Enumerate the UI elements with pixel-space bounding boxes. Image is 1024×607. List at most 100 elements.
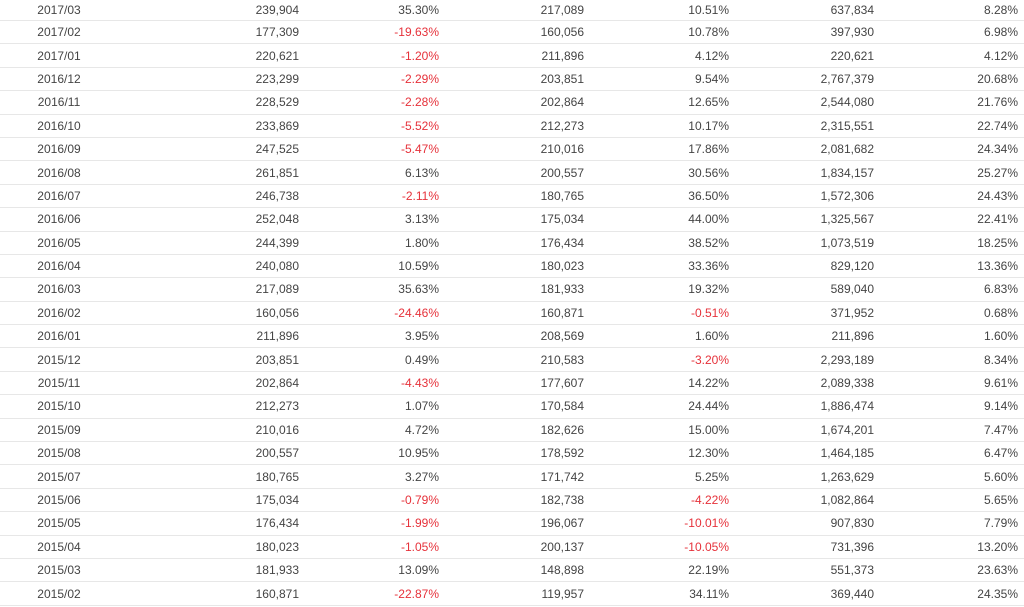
table-row: 2016/08 261,851 6.13% 200,557 30.56% 1,834,15… [0,160,1024,185]
cumulative-change-cell: 7.79% [878,511,1024,536]
cumulative-change-cell: 9.14% [878,394,1024,419]
table-row: 2017/01 220,621 -1.20% 211,896 4.12% 220,621 4… [0,43,1024,68]
month-cell: 2015/05 [0,511,118,536]
change-b-cell: 17.86% [588,137,733,162]
month-cell: 2015/12 [0,347,118,372]
change-a-cell: 3.13% [303,207,443,232]
change-a-cell: -1.99% [303,511,443,536]
table-row: 2015/02 160,871 -22.87% 119,957 34.11% 369,44… [0,581,1024,606]
cumulative-change-cell: 6.47% [878,441,1024,466]
change-a-cell: 0.49% [303,347,443,372]
table-row: 2017/02 177,309 -19.63% 160,056 10.78% 397,93… [0,20,1024,45]
cumulative-change-cell: 8.34% [878,347,1024,372]
change-b-cell: 12.30% [588,441,733,466]
table-row: 2016/03 217,089 35.63% 181,933 19.32% 589,040… [0,277,1024,302]
table-row: 2015/07 180,765 3.27% 171,742 5.25% 1,263,629… [0,464,1024,489]
value-a-cell: 240,080 [118,254,303,279]
change-a-cell: 13.09% [303,558,443,583]
month-cell: 2015/11 [0,371,118,396]
cumulative-change-cell: 18.25% [878,231,1024,255]
table-row: 2015/08 200,557 10.95% 178,592 12.30% 1,464,1… [0,441,1024,466]
month-cell: 2015/06 [0,488,118,513]
month-cell: 2016/05 [0,231,118,255]
table-row: 2016/12 223,299 -2.29% 203,851 9.54% 2,767,37… [0,67,1024,92]
value-b-cell: 208,569 [443,324,588,349]
cumulative-change-cell: 1.60% [878,324,1024,349]
change-a-cell: 10.59% [303,254,443,279]
cumulative-cell: 2,081,682 [733,137,878,162]
change-a-cell: 10.95% [303,441,443,466]
change-b-cell: 12.65% [588,90,733,115]
month-cell: 2016/07 [0,184,118,209]
month-cell: 2017/02 [0,20,118,45]
change-a-cell: -5.52% [303,114,443,138]
change-a-cell: -2.11% [303,184,443,209]
cumulative-cell: 2,089,338 [733,371,878,396]
change-b-cell: -10.01% [588,511,733,536]
value-a-cell: 175,034 [118,488,303,513]
value-a-cell: 180,023 [118,535,303,559]
value-a-cell: 244,399 [118,231,303,255]
cumulative-cell: 371,952 [733,301,878,326]
table-row: 2016/06 252,048 3.13% 175,034 44.00% 1,325,56… [0,207,1024,232]
cumulative-cell: 637,834 [733,0,878,21]
table-row: 2016/07 246,738 -2.11% 180,765 36.50% 1,572,3… [0,184,1024,209]
table-row: 2016/05 244,399 1.80% 176,434 38.52% 1,073,51… [0,231,1024,255]
change-b-cell: 34.11% [588,581,733,606]
cumulative-change-cell: 0.68% [878,301,1024,326]
cumulative-cell: 1,263,629 [733,464,878,489]
table-row: 2016/02 160,056 -24.46% 160,871 -0.51% 371,95… [0,301,1024,326]
value-b-cell: 210,583 [443,347,588,372]
change-b-cell: 15.00% [588,418,733,443]
cumulative-change-cell: 22.74% [878,114,1024,138]
change-a-cell: -0.79% [303,488,443,513]
cumulative-change-cell: 6.98% [878,20,1024,45]
table-row: 2016/01 211,896 3.95% 208,569 1.60% 211,896 1.… [0,324,1024,349]
value-a-cell: 220,621 [118,43,303,68]
month-cell: 2016/06 [0,207,118,232]
table-row: 2017/03 239,904 35.30% 217,089 10.51% 637,834… [0,0,1024,21]
change-b-cell: -0.51% [588,301,733,326]
cumulative-cell: 1,834,157 [733,160,878,185]
value-a-cell: 233,869 [118,114,303,138]
change-b-cell: -3.20% [588,347,733,372]
table-row: 2015/04 180,023 -1.05% 200,137 -10.05% 731,39… [0,535,1024,559]
month-cell: 2016/11 [0,90,118,115]
change-b-cell: 36.50% [588,184,733,209]
value-b-cell: 200,557 [443,160,588,185]
value-b-cell: 181,933 [443,277,588,302]
change-a-cell: -2.29% [303,67,443,92]
value-a-cell: 176,434 [118,511,303,536]
cumulative-cell: 1,886,474 [733,394,878,419]
change-a-cell: -4.43% [303,371,443,396]
month-cell: 2016/03 [0,277,118,302]
cumulative-change-cell: 24.35% [878,581,1024,606]
value-b-cell: 178,592 [443,441,588,466]
value-b-cell: 170,584 [443,394,588,419]
value-a-cell: 223,299 [118,67,303,92]
cumulative-cell: 829,120 [733,254,878,279]
change-a-cell: -24.46% [303,301,443,326]
value-b-cell: 212,273 [443,114,588,138]
change-b-cell: 14.22% [588,371,733,396]
value-a-cell: 217,089 [118,277,303,302]
change-a-cell: 35.30% [303,0,443,21]
month-cell: 2015/09 [0,418,118,443]
cumulative-cell: 1,325,567 [733,207,878,232]
cumulative-change-cell: 23.63% [878,558,1024,583]
change-a-cell: -22.87% [303,581,443,606]
table-row: 2015/11 202,864 -4.43% 177,607 14.22% 2,089,3… [0,371,1024,396]
value-b-cell: 160,056 [443,20,588,45]
change-a-cell: -19.63% [303,20,443,45]
value-b-cell: 175,034 [443,207,588,232]
value-a-cell: 200,557 [118,441,303,466]
change-a-cell: 4.72% [303,418,443,443]
month-cell: 2016/10 [0,114,118,138]
cumulative-cell: 1,464,185 [733,441,878,466]
cumulative-change-cell: 5.60% [878,464,1024,489]
change-a-cell: -2.28% [303,90,443,115]
cumulative-change-cell: 21.76% [878,90,1024,115]
cumulative-cell: 2,767,379 [733,67,878,92]
value-a-cell: 211,896 [118,324,303,349]
